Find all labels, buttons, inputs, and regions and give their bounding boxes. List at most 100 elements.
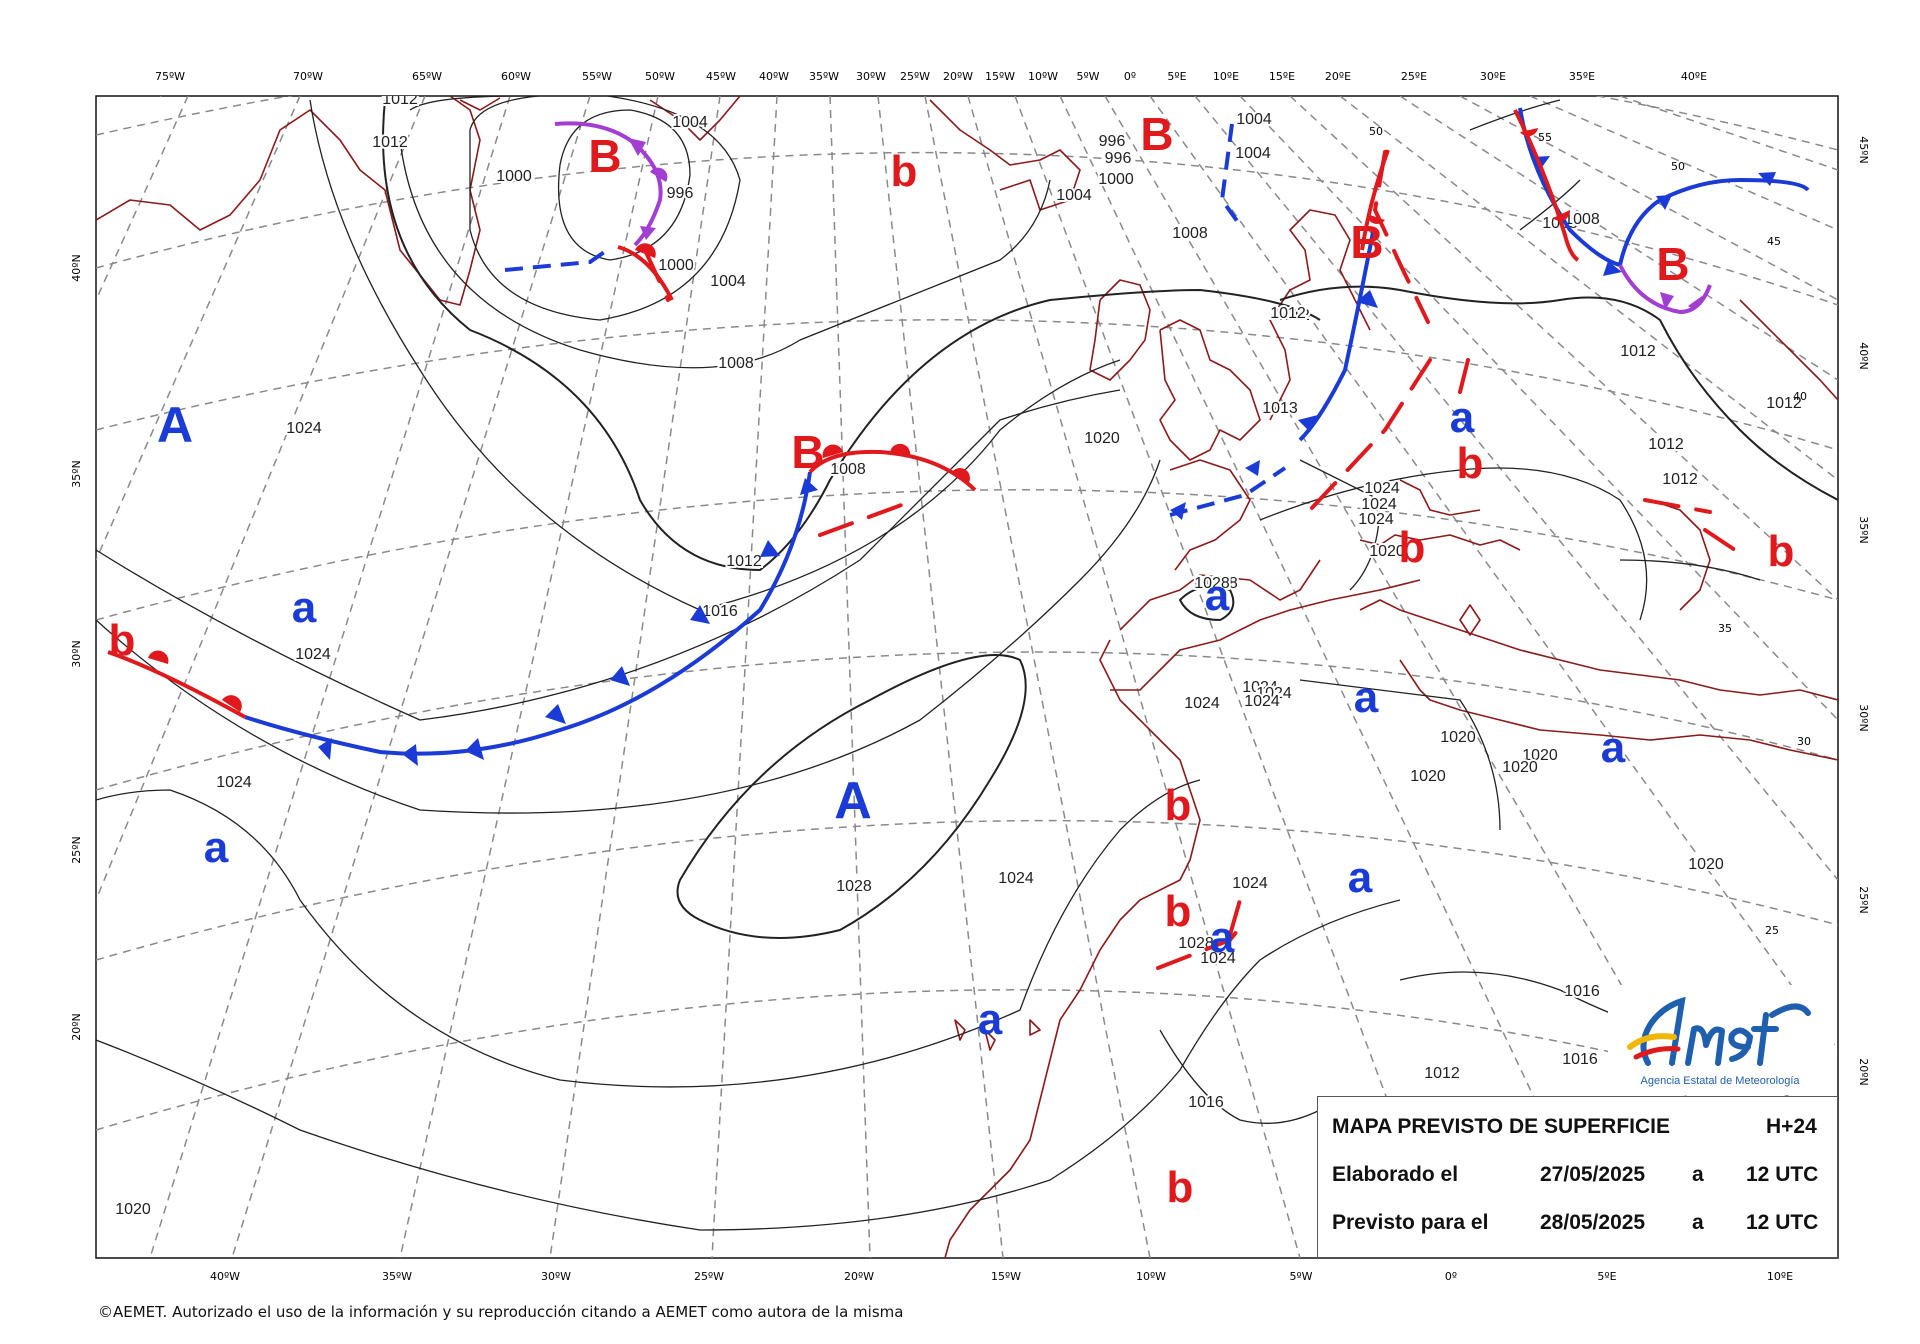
lon-label: 15ºE [1269, 70, 1295, 83]
isobar-label: 1004 [672, 114, 708, 131]
isobar-label: 1012 [726, 553, 762, 570]
lon-label: 30ºE [1480, 70, 1506, 83]
lon-label: 0º [1124, 70, 1136, 83]
lon-label: 25ºE [1401, 70, 1427, 83]
north-africa-coast [1359, 599, 1838, 701]
newfoundland-coast [1089, 279, 1151, 381]
map-frame [95, 95, 1839, 1259]
made-label: Elaborado el [1332, 1163, 1459, 1186]
isobar-1028-centre [676, 654, 1027, 939]
isobar-label: 1020 [1084, 430, 1120, 447]
valid-at: a [1692, 1211, 1704, 1234]
high-secondary: a [1450, 393, 1475, 442]
lon-label: 5ºE [1597, 1270, 1616, 1283]
atlantic-islands [954, 1019, 1041, 1051]
lon-label: 5ºE [1167, 70, 1186, 83]
isobar-label: 1016 [1188, 1094, 1224, 1111]
dashed-front-arctic [1219, 123, 1242, 227]
lat-label: 30ºN [1857, 704, 1870, 731]
isobar-label: 1020 [1688, 856, 1724, 873]
isobar-1012-se [1619, 559, 1761, 581]
lon-label: 15ºW [991, 1270, 1021, 1283]
isobar-label: 1012 [1662, 471, 1698, 488]
lat-label: 40ºN [1857, 342, 1870, 369]
lon-label: 70ºW [293, 70, 323, 83]
isobar-label: 1024 [1244, 693, 1280, 710]
lat-label: 30ºN [70, 640, 83, 667]
isobar-label: 1012 [1648, 436, 1684, 453]
coastlines [96, 96, 1838, 1258]
edge-number: 50 [1671, 160, 1685, 173]
isobar-label: 1008 [718, 355, 754, 372]
isobar-label: 996 [1099, 133, 1126, 150]
isobar-label: 1000 [496, 168, 532, 185]
info-title-row: MAPA PREVISTO DE SUPERFICIE H+24 [1332, 1115, 1823, 1143]
nova-scotia-coast [1159, 319, 1261, 461]
high-secondary: a [978, 995, 1003, 1044]
low-secondary: b [1167, 1163, 1194, 1212]
edge-number: 35 [1718, 622, 1732, 635]
trough-north-africa [1156, 898, 1242, 970]
low-secondary: b [1457, 439, 1484, 488]
isobar-label: 1012 [382, 91, 418, 108]
lat-label: 25ºN [70, 836, 83, 863]
isobar-label: 1028 [1202, 575, 1238, 592]
isobar-label: 1024 [1184, 695, 1220, 712]
lon-label: 30ºW [541, 1270, 571, 1283]
isobar-label: 1024 [286, 420, 322, 437]
south-america-coast [944, 639, 1201, 1258]
valid-date: 28/05/2025 [1540, 1211, 1646, 1234]
lon-label: 65ºW [412, 70, 442, 83]
central-america-coast [1399, 659, 1838, 761]
lon-label: 45ºW [706, 70, 736, 83]
isobar-label: 1024 [998, 870, 1034, 887]
lon-label: 25ºW [900, 70, 930, 83]
med-islands-coast [1459, 604, 1481, 636]
isobar-label: 1024 [216, 774, 252, 791]
high-secondary: a [1348, 853, 1373, 902]
eastern-coast [1739, 299, 1838, 401]
isobar-labels: 1012 1012 1004 1000 996 1000 1004 1008 1… [113, 91, 1804, 1220]
cuba-coast [1359, 534, 1521, 551]
edge-number: 45 [1767, 235, 1781, 248]
lon-label: 10ºW [1028, 70, 1058, 83]
lon-label: 35ºW [382, 1270, 412, 1283]
edge-number: 40 [1793, 390, 1807, 403]
high-center-central: A [834, 772, 872, 830]
forecast-info-box: MAPA PREVISTO DE SUPERFICIE H+24 Elabora… [1317, 1096, 1838, 1258]
edge-number: 30 [1797, 735, 1811, 748]
isobar-1024-south [96, 779, 1201, 1088]
lat-label: 20ºN [70, 1013, 83, 1040]
top-longitude-labels: 75ºW 70ºW 65ºW 60ºW 55ºW 50ºW 45ºW 40ºW … [155, 70, 1707, 83]
lon-label: 50ºW [645, 70, 675, 83]
isobars [96, 96, 1838, 1231]
map-title: MAPA PREVISTO DE SUPERFICIE [1332, 1115, 1670, 1138]
graticule-parallels [96, 96, 1838, 1131]
isobar-label: 1028 [836, 878, 872, 895]
isobar-label: 1012 [372, 134, 408, 151]
isobar-1024-africa [1299, 679, 1501, 831]
isobar-label: 1012 [1620, 343, 1656, 360]
lat-label: 35ºN [70, 460, 83, 487]
low-secondary: b [109, 616, 136, 665]
labrador-coast [649, 96, 741, 141]
isobar-1000-north [557, 109, 691, 261]
isobar-label: 1020 [1410, 768, 1446, 785]
isobar-label: 1012 [1424, 1065, 1460, 1082]
occluded-front-east [1618, 264, 1712, 315]
low-secondary: b [1165, 781, 1192, 830]
florida-coast [1169, 459, 1251, 571]
lat-label: 45ºN [1857, 136, 1870, 163]
cold-front-europe [1170, 231, 1378, 520]
isobar-1016-south [1159, 1029, 1321, 1124]
isobar-1024-west [96, 459, 1161, 814]
high-secondary: a [1210, 913, 1235, 962]
isobar-label: 1004 [1056, 187, 1092, 204]
made-time: 12 UTC [1746, 1163, 1819, 1186]
hispaniola-coast [1399, 479, 1481, 516]
edge-number: 25 [1765, 924, 1779, 937]
isobar-label: 1012 [1274, 307, 1310, 324]
high-secondary: a [1601, 723, 1626, 772]
isobar-1008-north [399, 96, 1051, 369]
isobar-label: 1008 [830, 461, 866, 478]
